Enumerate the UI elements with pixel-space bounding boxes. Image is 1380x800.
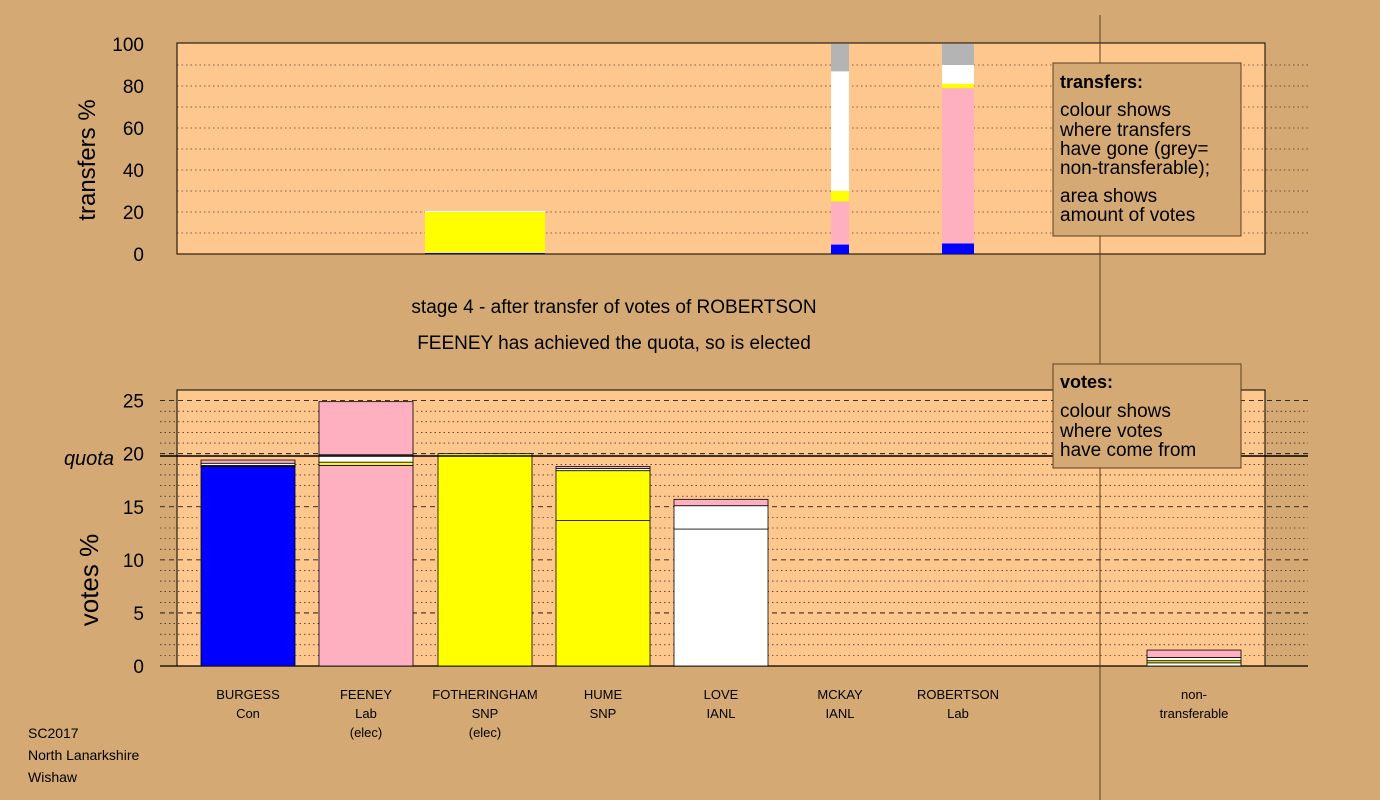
transfer-segment-fotheringham-snp [425, 212, 545, 253]
transfer-segment-robertson-lab [942, 88, 974, 244]
votes-legend: votes: colour shows where votes have com… [1052, 363, 1242, 469]
transfer-segment-mckay-ianl [831, 71, 849, 191]
vote-segment-hume-lab [555, 466, 651, 469]
votes-legend-line-1: colour shows [1060, 401, 1171, 422]
vote-segment-love-lab [673, 498, 769, 507]
votes-tick-label: 15 [123, 498, 144, 519]
vote-segment-burgess-lab [200, 459, 296, 464]
votes-tick-label: 0 [133, 657, 144, 678]
vote-segment-love-ianl [673, 528, 769, 667]
votes-panel: 0 5 10 15 20 25 quota votes % BURGESS Con FEENE… [64, 389, 1308, 740]
transfers-legend: transfers: colour shows where transfers … [1052, 62, 1242, 237]
transfers-y-axis-label: transfers % [74, 99, 101, 220]
candidate-label-fotheringham: (elec) [469, 725, 502, 740]
candidate-label-feeney: FEENEY [340, 687, 392, 702]
transfers-bars [425, 44, 974, 254]
election-code: SC2017 [28, 725, 79, 741]
candidate-label-love: IANL [707, 706, 736, 721]
candidate-label-hume: HUME [584, 687, 623, 702]
vote-segment-hume-snp [555, 470, 651, 521]
transfer-segment-robertson-con [942, 243, 974, 254]
vote-segment-fotheringham-snp [437, 453, 533, 667]
transfer-segment-robertson-snp [942, 83, 974, 89]
votes-y-axis-label: votes % [74, 534, 104, 627]
quota-label: quota [64, 448, 114, 470]
votes-tick-label: 5 [133, 604, 144, 625]
transfer-segment-fotheringham-con [425, 252, 545, 254]
transfer-segment-mckay-nontransferable [831, 44, 849, 72]
vote-segment-feeney-lab [318, 464, 414, 667]
transfers-tick-label: 0 [133, 245, 144, 266]
ward-name: Wishaw [28, 769, 78, 785]
candidate-label-fotheringham: SNP [472, 706, 499, 721]
council-name: North Lanarkshire [28, 747, 140, 763]
transfers-tick-label: 20 [123, 203, 144, 224]
candidate-labels: BURGESS Con FEENEY Lab (elec) FOTHERINGHAM SNP… [216, 687, 1228, 740]
candidate-label-robertson: Lab [947, 706, 969, 721]
transfers-legend-line-5: area shows [1060, 186, 1157, 207]
candidate-label-love: LOVE [704, 687, 739, 702]
candidate-label-mckay: MCKAY [817, 687, 863, 702]
stage-line-1: stage 4 - after transfer of votes of ROB… [411, 297, 816, 318]
transfers-legend-title: transfers: [1060, 72, 1143, 92]
candidate-label-feeney: Lab [355, 706, 377, 721]
transfers-legend-line-1: colour shows [1060, 100, 1171, 121]
candidate-label-mckay: IANL [826, 706, 855, 721]
candidate-label-burgess: BURGESS [216, 687, 280, 702]
transfers-legend-line-4: non-transferable); [1060, 158, 1210, 179]
stage-line-2: FEENEY has achieved the quota, so is ele… [417, 333, 811, 354]
transfers-tick-label: 80 [123, 77, 144, 98]
candidate-label-robertson: ROBERTSON [917, 687, 999, 702]
votes-y-axis: 0 5 10 15 20 25 [123, 392, 144, 678]
transfers-legend-line-3: have gone (grey= [1060, 139, 1208, 160]
votes-legend-line-3: have come from [1060, 440, 1196, 461]
transfer-segment-fotheringham-ianl [425, 210, 545, 212]
candidate-label-fotheringham: FOTHERINGHAM [432, 687, 537, 702]
transfer-segment-mckay-con [831, 244, 849, 254]
transfer-segment-mckay-lab [831, 201, 849, 245]
vote-segment-nontransferable-ianl [1146, 657, 1242, 662]
candidate-label-burgess: Con [236, 706, 260, 721]
vote-segment-nontransferable-lab [1146, 649, 1242, 658]
transfers-tick-label: 40 [123, 161, 144, 182]
votes-legend-title: votes: [1060, 372, 1113, 392]
votes-legend-line-2: where votes [1059, 421, 1162, 442]
candidate-label-nontransferable: non- [1181, 687, 1207, 702]
transfers-legend-line-2: where transfers [1059, 120, 1191, 141]
transfers-legend-line-6: amount of votes [1060, 205, 1195, 226]
transfer-segment-robertson-ianl [942, 65, 974, 84]
votes-tick-label: 25 [123, 392, 144, 413]
votes-tick-label: 20 [123, 445, 144, 466]
constituency-info: SC2017 North Lanarkshire Wishaw [28, 722, 139, 788]
vote-segment-feeney-snp [318, 461, 414, 466]
transfers-tick-label: 60 [123, 119, 144, 140]
candidate-label-hume: SNP [590, 706, 617, 721]
transfers-tick-label: 100 [112, 35, 144, 56]
candidate-label-nontransferable: transferable [1160, 706, 1229, 721]
transfer-segment-mckay-snp [831, 191, 849, 202]
vote-segment-feeney-lab [318, 401, 414, 456]
candidate-label-feeney: (elec) [350, 725, 383, 740]
vote-segment-love-ianl [673, 505, 769, 530]
vote-segment-nontransferable-ianl [1146, 662, 1242, 667]
transfers-y-axis: 0 20 40 60 80 100 [112, 35, 144, 266]
votes-bars [200, 401, 1242, 667]
votes-tick-label: 10 [123, 551, 144, 572]
transfer-segment-robertson-nontransferable [942, 44, 974, 65]
vote-segment-burgess-con [200, 466, 296, 667]
vote-segment-hume-snp [555, 520, 651, 667]
